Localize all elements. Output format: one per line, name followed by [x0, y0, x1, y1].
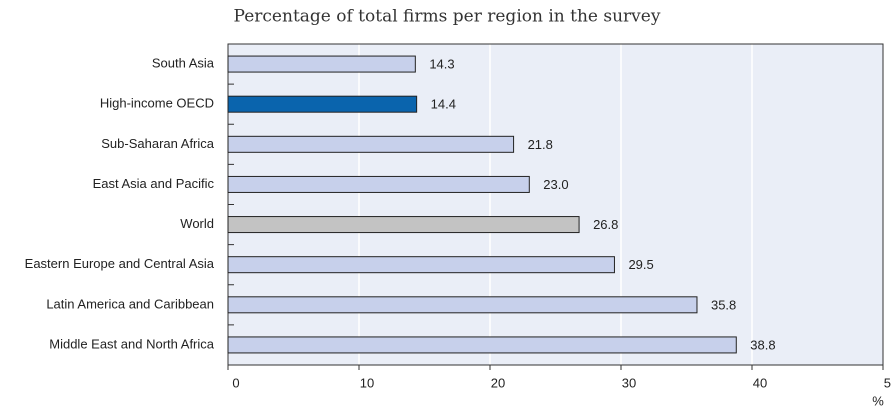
bar [227, 216, 580, 234]
y-tick-label: Middle East and North Africa [49, 336, 215, 351]
data-label: 26.8 [593, 217, 618, 232]
x-tick-label: 10 [360, 375, 374, 390]
x-tick-label: 50 [884, 375, 891, 390]
x-tick-label: 20 [491, 375, 505, 390]
x-axis-label: % [872, 393, 884, 408]
x-tick-label: 40 [753, 375, 767, 390]
data-label: 14.4 [431, 97, 456, 112]
bar [227, 95, 418, 113]
y-tick-label: World [180, 216, 214, 231]
bar [227, 336, 737, 354]
x-tick-label: 0 [232, 375, 239, 390]
plot-area [228, 44, 883, 365]
y-tick-label: High-income OECD [100, 96, 214, 111]
y-tick-label: Sub-Saharan Africa [101, 136, 215, 151]
y-tick-label: East Asia and Pacific [93, 176, 215, 191]
data-label: 29.5 [628, 257, 653, 272]
data-label: 23.0 [543, 177, 568, 192]
y-tick-label: South Asia [152, 56, 215, 71]
chart-title: Percentage of total firms per region in … [234, 7, 661, 27]
bar [227, 175, 530, 193]
bar [227, 256, 615, 274]
y-tick-label: Eastern Europe and Central Asia [25, 256, 215, 271]
bar [227, 55, 416, 73]
bar [227, 296, 698, 314]
y-tick-label: Latin America and Caribbean [46, 296, 214, 311]
data-label: 38.8 [750, 337, 775, 352]
bar [227, 135, 515, 153]
data-label: 21.8 [528, 137, 553, 152]
data-label: 35.8 [711, 297, 736, 312]
x-tick-label: 30 [622, 375, 636, 390]
data-label: 14.3 [429, 57, 454, 72]
